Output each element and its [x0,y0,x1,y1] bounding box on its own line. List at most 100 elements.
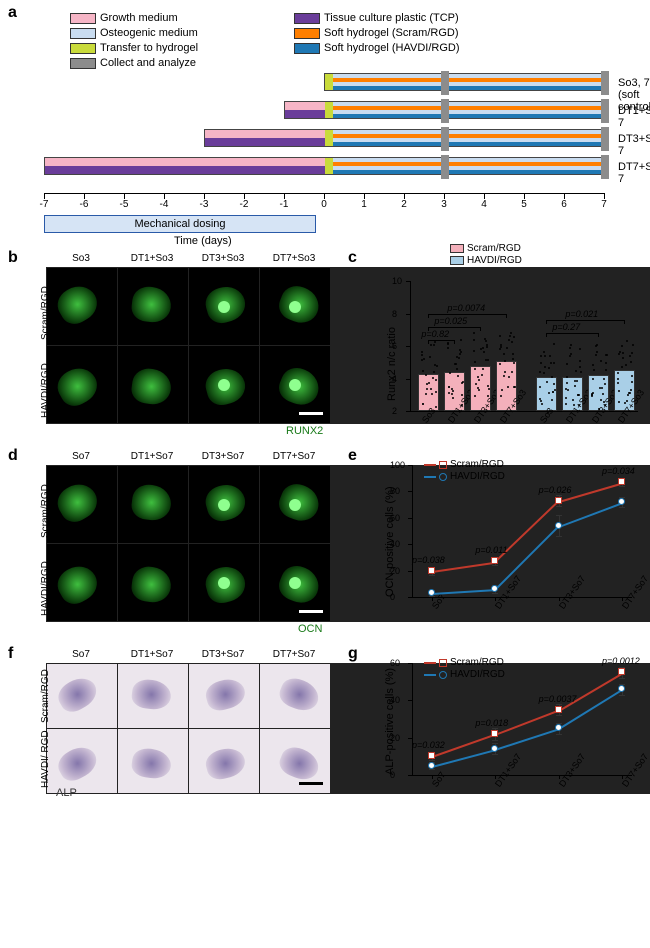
p-value-label: p=0.025 [434,316,467,326]
p-value-label: p=0.021 [565,309,598,319]
timeline-row [324,73,604,91]
data-point [555,706,562,713]
panel-b-label: b [8,249,18,267]
row-label: Scram/RGD [40,286,51,340]
legend-item: Soft hydrogel (Scram/RGD) [294,27,504,39]
micrograph-cell [118,664,188,728]
p-value-label: p=0.038 [412,555,445,565]
column-label: DT3+So3 [202,253,245,264]
ocn-label: OCN [298,623,322,635]
chart-legend-item: HAVDI/RGD [424,471,505,482]
chart-legend-item: HAVDI/RGD [450,255,522,266]
p-value-label: p=0.026 [539,485,572,495]
micrograph-cell [47,466,117,543]
scale-bar [299,782,323,785]
micrograph-cell [189,466,259,543]
y-axis-title: Runx2 n/c ratio [386,327,398,401]
micrograph-cell [118,346,188,423]
micrograph-cell [118,268,188,345]
data-point [491,585,498,592]
p-value-label: p=0.0012 [602,656,640,666]
micrograph-cell [189,268,259,345]
chart-legend-item: Scram/RGD [424,459,504,470]
column-label: So7 [72,451,90,462]
timeline-row-label: DT1+So3, 7 [618,105,650,129]
p-value-label: p=0.018 [475,718,508,728]
scale-bar [299,412,323,415]
micrograph-cell [260,664,330,728]
panel-c-chart: 246810Runx2 n/c ratioScram/RGDHAVDI/RGDS… [378,259,648,439]
time-axis-label: Time (days) [174,235,232,247]
collect-marker [601,127,609,151]
mechanical-dosing-box: Mechanical dosing [44,215,316,233]
micrograph-cell [47,664,117,728]
micrograph-cell [47,729,117,793]
row-label: HAVDI/RGD [40,561,51,616]
x-tick-label: DT7+So7 [620,574,650,611]
data-point [618,685,625,692]
scale-bar [299,610,323,613]
x-tick-label: DT7+So7 [620,752,650,789]
legend-item: Osteogenic medium [70,27,280,39]
data-point [618,498,625,505]
column-label: DT7+So3 [273,253,316,264]
column-label: DT7+So7 [273,451,316,462]
data-point [555,724,562,731]
x-tick-label: DT3+So7 [557,574,587,611]
collect-marker [601,155,609,179]
timeline-row [204,129,604,147]
runx2-label: RUNX2 [286,425,323,437]
y-axis-title: ALP-positive cells (%) [384,668,396,775]
row-label: HAVDI/ RGD [40,730,51,788]
column-label: DT3+So7 [202,649,245,660]
alp-label: ALP [56,787,77,799]
collect-marker [601,71,609,95]
panel-a-timeline: So3, 7 (soft control)DT1+So3, 7DT3+So3, … [44,73,604,191]
micrograph-cell [118,729,188,793]
x-tick-label: DT1+So7 [493,752,523,789]
chart-legend-item: Scram/RGD [424,657,504,668]
micrograph-cell [260,466,330,543]
p-value-label: p=0.27 [552,322,580,332]
collect-marker [441,71,449,95]
panel-f-label: f [8,645,13,663]
p-value-label: p=0.032 [412,740,445,750]
column-label: DT7+So7 [273,649,316,660]
panel-c-label: c [348,249,357,267]
micrograph-cell [260,268,330,345]
legend-item: Soft hydrogel (HAVDI/RGD) [294,42,504,54]
p-value-label: p=0.0074 [447,303,485,313]
panel-e-chart: 020406080100OCN-positive cells (%)So7DT1… [378,457,648,637]
micrograph-cell [118,466,188,543]
micrograph-cell [189,729,259,793]
x-tick-label: So7 [430,770,447,789]
legend-item: Collect and analyze [70,57,280,69]
data-point [555,497,562,504]
data-point [491,745,498,752]
data-point [428,752,435,759]
panel-a-legend: Growth mediumTissue culture plastic (TCP… [8,12,642,69]
micrograph-cell [47,268,117,345]
timeline-row [44,157,604,175]
micrograph-cell [189,346,259,423]
data-point [491,557,498,564]
data-point [618,668,625,675]
p-value-label: p=0.82 [421,329,449,339]
micrograph-cell [189,544,259,621]
x-tick-label: DT3+So7 [557,752,587,789]
chart-legend-item: Scram/RGD [450,243,521,254]
column-label: DT1+So7 [131,451,174,462]
legend-item: Tissue culture plastic (TCP) [294,12,504,24]
panel-a-label: a [8,4,17,22]
y-axis-title: OCN-positive cells (%) [384,486,396,597]
micrograph-cell [47,346,117,423]
collect-marker [441,99,449,123]
micrograph-cell [47,544,117,621]
column-label: So3 [72,253,90,264]
chart-legend-item: HAVDI/RGD [424,669,505,680]
row-label: Scram/RGD [40,484,51,538]
micrograph-cell [118,544,188,621]
data-point [555,522,562,529]
column-label: DT1+So3 [131,253,174,264]
collect-marker [441,155,449,179]
